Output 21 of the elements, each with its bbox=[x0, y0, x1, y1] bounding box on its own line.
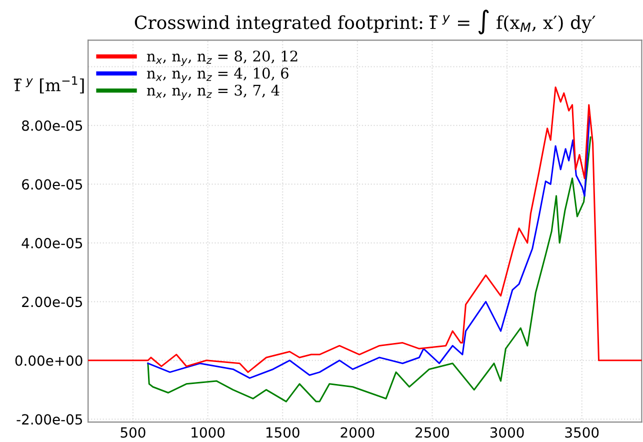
x-tick-label: 3000 bbox=[490, 427, 524, 438]
legend-label: n$_{x}$, n$_{y}$, n$_{z}$ = 8, 20, 12 bbox=[146, 50, 298, 66]
y-tick-label: 2.00e-05 bbox=[22, 296, 82, 308]
x-tick-label: 2000 bbox=[340, 427, 374, 438]
y-tick-label: 8.00e-05 bbox=[22, 120, 82, 131]
line-series bbox=[147, 136, 592, 402]
legend-label: n$_{x}$, n$_{y}$, n$_{z}$ = 3, 7, 4 bbox=[146, 84, 280, 100]
legend-label: n$_{x}$, n$_{y}$, n$_{z}$ = 4, 10, 6 bbox=[146, 68, 288, 83]
x-tick-label: 1000 bbox=[192, 427, 225, 438]
x-tick-label: 2500 bbox=[416, 427, 449, 438]
y-tick-label: -2.00e-05 bbox=[16, 414, 82, 425]
y-tick-label: 0.00e+00 bbox=[15, 355, 82, 366]
y-tick-label: 4.00e-05 bbox=[22, 238, 82, 248]
y-axis-title: f̄ $^{y}$ [m$^{−1}$] bbox=[14, 76, 84, 94]
x-tick-label: 500 bbox=[120, 427, 146, 438]
x-tick-label: 1500 bbox=[266, 427, 300, 438]
line-series bbox=[88, 86, 642, 373]
line-series bbox=[147, 116, 590, 379]
x-tick-label: 3500 bbox=[565, 427, 599, 438]
chart-title: Crosswind integrated footprint: f̄ $^{y}$ = ∫ f(x$_{M}$, x′) dy′ bbox=[134, 10, 596, 34]
y-tick-label: 6.00e-05 bbox=[22, 179, 82, 190]
